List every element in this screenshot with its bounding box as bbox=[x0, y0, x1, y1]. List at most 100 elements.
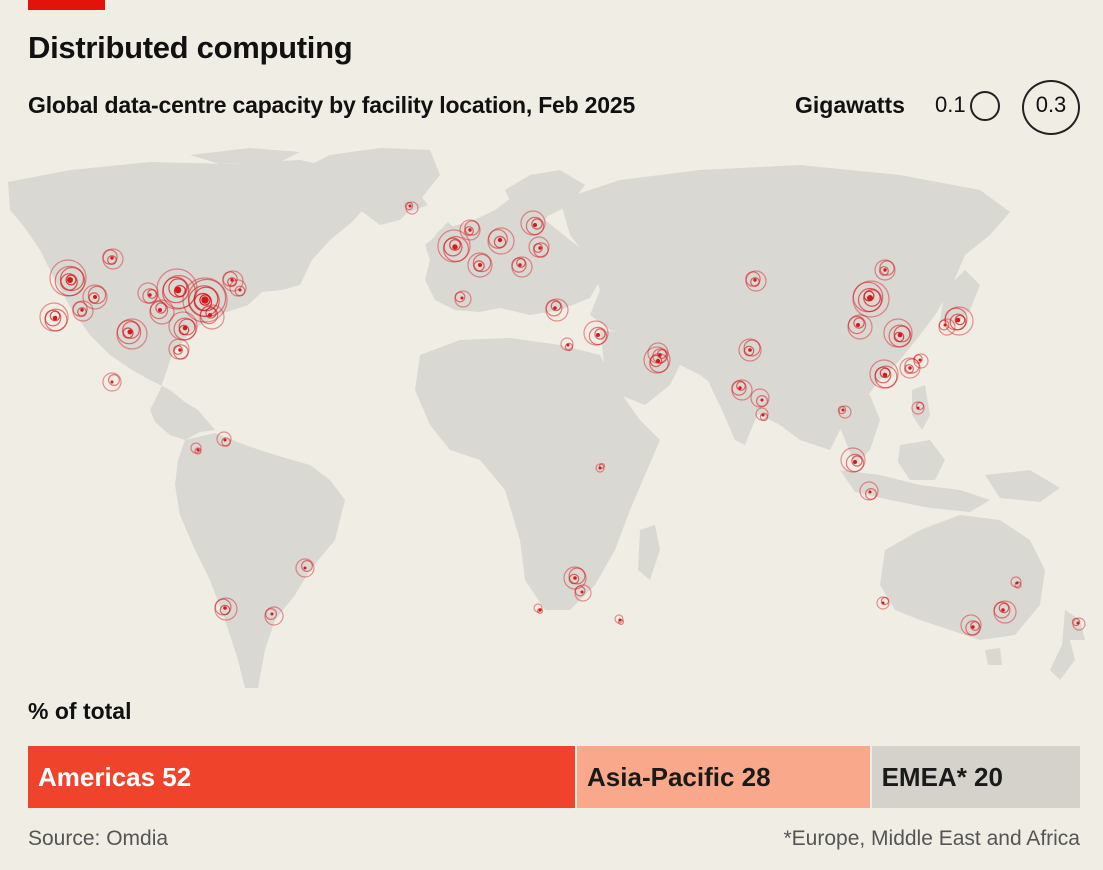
capacity-bubble bbox=[755, 395, 768, 408]
capacity-bubble bbox=[888, 324, 912, 348]
capacity-bubble bbox=[893, 331, 905, 343]
legend-title: Gigawatts bbox=[795, 92, 905, 118]
capacity-bubble bbox=[938, 319, 950, 331]
capacity-bubble bbox=[173, 284, 187, 298]
capacity-dot bbox=[971, 625, 975, 629]
capacity-dot bbox=[460, 296, 464, 300]
capacity-dot bbox=[580, 590, 584, 594]
capacity-bubble bbox=[454, 291, 466, 303]
capacity-bubble bbox=[568, 573, 580, 585]
capacity-dot bbox=[67, 277, 73, 283]
legend-large-circle bbox=[1022, 80, 1080, 135]
capacity-dot bbox=[52, 315, 58, 321]
capacity-bubble bbox=[102, 372, 122, 392]
asia bbox=[560, 165, 1010, 450]
capacity-bubble bbox=[82, 284, 108, 310]
capacity-bubble bbox=[851, 455, 863, 467]
capacity-dot bbox=[174, 286, 182, 294]
capacity-bubble bbox=[44, 309, 62, 327]
new-guinea bbox=[985, 470, 1060, 502]
capacity-bubble bbox=[847, 314, 873, 340]
capacity-bubble bbox=[949, 313, 967, 331]
size-legend: Gigawatts 0.1 0.3 bbox=[795, 80, 1095, 140]
capacity-bubble bbox=[264, 606, 284, 626]
segment-americas-label: Americas 52 bbox=[38, 761, 192, 792]
india bbox=[700, 350, 775, 445]
capacity-bubble bbox=[588, 326, 608, 346]
capacity-dot bbox=[303, 566, 307, 570]
capacity-bubble bbox=[467, 252, 493, 278]
capacity-bubble bbox=[173, 317, 197, 341]
segment-asia-pacific-label: Asia-Pacific 28 bbox=[587, 761, 771, 792]
africa bbox=[415, 338, 660, 610]
capacity-bubble bbox=[199, 305, 219, 325]
capacity-bubble bbox=[533, 243, 543, 253]
capacity-bubble bbox=[459, 219, 481, 241]
capacity-dot bbox=[478, 263, 482, 267]
capacity-bubble bbox=[840, 447, 866, 473]
capacity-bubble bbox=[998, 602, 1010, 614]
capacity-bubble bbox=[199, 304, 225, 330]
capacity-bubble bbox=[876, 596, 890, 610]
capacity-bubble bbox=[205, 307, 217, 319]
capacity-bubble bbox=[149, 300, 169, 320]
capacity-dot bbox=[148, 293, 152, 297]
capacity-dot bbox=[1001, 608, 1005, 612]
capacity-bubble bbox=[652, 348, 668, 364]
capacity-bubble bbox=[893, 325, 911, 343]
source-note: Source: Omdia bbox=[28, 827, 169, 850]
capacity-dot bbox=[230, 278, 234, 282]
capacity-dot bbox=[881, 601, 885, 605]
capacity-dot bbox=[760, 398, 764, 402]
accent-bar bbox=[28, 0, 105, 10]
capacity-bubble bbox=[1071, 617, 1081, 627]
capacity-bubble bbox=[122, 327, 134, 339]
capacity-bubble bbox=[531, 218, 543, 230]
capacity-bubble bbox=[295, 558, 315, 578]
capacity-bubble bbox=[443, 235, 470, 262]
capacity-bubble bbox=[493, 235, 507, 249]
capacity-bubbles bbox=[39, 201, 1086, 636]
capacity-bubble bbox=[443, 237, 463, 257]
capacity-dot bbox=[518, 263, 522, 267]
capacity-bubble bbox=[107, 255, 117, 265]
capacity-bubble bbox=[520, 210, 546, 236]
uk bbox=[435, 222, 458, 255]
capacity-bubble bbox=[107, 374, 120, 387]
capacity-bubble bbox=[65, 274, 77, 286]
capacity-bubble bbox=[173, 345, 183, 355]
capacity-dot bbox=[748, 348, 752, 352]
capacity-bubble bbox=[199, 294, 211, 306]
philippines bbox=[912, 385, 930, 430]
capacity-bubble bbox=[743, 345, 755, 357]
south-america bbox=[175, 433, 345, 688]
capacity-bubble bbox=[845, 453, 865, 473]
capacity-bubble bbox=[265, 608, 278, 621]
capacity-dot bbox=[753, 278, 757, 282]
capacity-bubble bbox=[738, 338, 762, 362]
segment-asia-pacific: Asia-Pacific 28 bbox=[575, 746, 870, 808]
capacity-dot bbox=[841, 408, 845, 412]
capacity-bubble bbox=[899, 357, 921, 379]
capacity-bubble bbox=[142, 288, 158, 304]
madagascar bbox=[638, 525, 660, 580]
capacity-bubble bbox=[227, 277, 237, 287]
capacity-bubble bbox=[863, 290, 875, 302]
legend-small-value: 0.1 bbox=[935, 92, 966, 117]
capacity-bubble bbox=[657, 349, 667, 359]
capacity-bubble bbox=[488, 229, 508, 249]
capacity-bubble bbox=[516, 258, 526, 268]
capacity-bubble bbox=[487, 227, 515, 255]
capacity-dot bbox=[916, 406, 920, 410]
capacity-dot bbox=[80, 308, 84, 312]
capacity-bubble bbox=[162, 275, 197, 310]
capacity-dot bbox=[223, 606, 227, 610]
regional-share-bar: Americas 52 Asia-Pacific 28 EMEA* 20 bbox=[28, 746, 1080, 808]
capacity-bubble bbox=[194, 447, 202, 455]
capacity-bubble bbox=[913, 354, 923, 364]
indonesia bbox=[840, 470, 990, 512]
capacity-bubble bbox=[750, 388, 770, 408]
capacity-bubble bbox=[583, 320, 609, 346]
capacity-bubble bbox=[915, 401, 925, 411]
capacity-bubble bbox=[904, 364, 914, 374]
